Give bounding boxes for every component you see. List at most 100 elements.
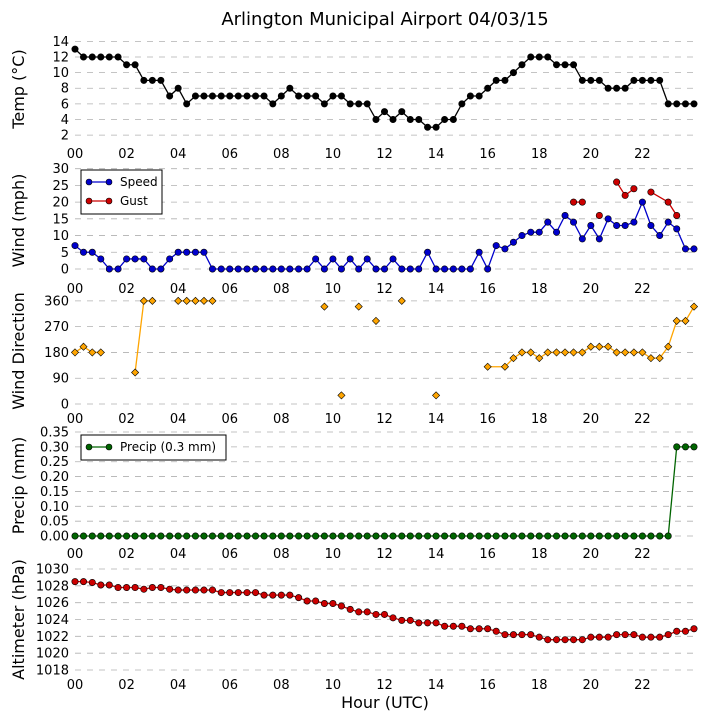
data-point: [424, 619, 432, 627]
data-point: [389, 255, 397, 263]
data-point: [553, 61, 561, 69]
data-point: [595, 76, 603, 84]
x-tick-label: 02: [118, 147, 135, 162]
data-point: [355, 532, 363, 540]
y-tick-label: 270: [44, 320, 69, 335]
data-point: [337, 265, 345, 273]
data-point: [243, 589, 251, 597]
data-point: [286, 265, 294, 273]
data-point: [295, 265, 303, 273]
data-point: [664, 631, 672, 639]
data-point: [613, 178, 621, 186]
data-point: [183, 586, 191, 594]
y-tick-label: 20: [52, 196, 69, 211]
data-point: [621, 84, 629, 92]
data-point: [312, 255, 320, 263]
x-tick-label: 16: [479, 147, 496, 162]
data-point: [320, 100, 328, 108]
data-point: [191, 248, 199, 256]
data-point: [630, 76, 638, 84]
data-point: [79, 342, 88, 351]
data-point: [612, 348, 621, 357]
data-point: [269, 100, 277, 108]
x-tick-label: 22: [634, 147, 651, 162]
x-tick-label: 14: [428, 678, 445, 693]
y-tick-label: 0.35: [40, 426, 69, 441]
x-tick-label: 06: [221, 412, 238, 427]
y-tick-label: 5: [61, 246, 69, 261]
x-tick-label: 08: [273, 412, 290, 427]
x-axis-label: Hour (UTC): [341, 693, 429, 712]
data-point: [277, 92, 285, 100]
y-tick-label: 0: [61, 398, 69, 413]
x-tick-label: 14: [428, 412, 445, 427]
y-tick-label: 1026: [36, 596, 69, 611]
data-point: [492, 76, 500, 84]
y-tick-label: 15: [52, 212, 69, 227]
data-point: [475, 625, 483, 633]
data-point: [586, 342, 595, 351]
x-tick-label: 22: [634, 412, 651, 427]
data-point: [501, 76, 509, 84]
data-point: [80, 248, 88, 256]
data-point: [690, 443, 698, 451]
data-point: [174, 84, 182, 92]
x-tick-label: 00: [67, 547, 84, 562]
data-point: [174, 586, 182, 594]
data-point: [157, 76, 165, 84]
data-point: [638, 76, 646, 84]
y-tick-label: 0.00: [40, 530, 69, 545]
data-point: [492, 627, 500, 635]
data-point: [260, 591, 268, 599]
x-tick-label: 00: [67, 678, 84, 693]
data-point: [105, 53, 113, 61]
data-point: [97, 581, 105, 589]
data-point: [243, 532, 251, 540]
data-point: [337, 391, 346, 400]
data-point: [604, 342, 613, 351]
data-point: [656, 532, 664, 540]
data-point: [208, 265, 216, 273]
data-point: [690, 245, 698, 253]
data-point: [552, 348, 561, 357]
data-point: [277, 591, 285, 599]
data-point: [139, 296, 148, 305]
data-point: [174, 248, 182, 256]
data-point: [466, 625, 474, 633]
data-point: [226, 532, 234, 540]
data-point: [561, 636, 569, 644]
data-point: [252, 532, 260, 540]
data-point: [492, 532, 500, 540]
data-point: [295, 594, 303, 602]
legend-marker: [105, 178, 113, 186]
y-tick-label: 180: [44, 346, 69, 361]
data-point: [656, 76, 664, 84]
x-tick-label: 20: [583, 412, 600, 427]
data-point: [664, 100, 672, 108]
data-point: [355, 265, 363, 273]
data-point: [131, 61, 139, 69]
data-point: [346, 255, 354, 263]
data-point: [629, 348, 638, 357]
data-point: [183, 248, 191, 256]
data-point: [234, 532, 242, 540]
data-point: [166, 255, 174, 263]
data-point: [630, 532, 638, 540]
data-point: [509, 532, 517, 540]
data-point: [553, 532, 561, 540]
data-point: [80, 532, 88, 540]
x-tick-label: 06: [221, 678, 238, 693]
data-point: [587, 222, 595, 230]
y-tick-label: 30: [52, 162, 69, 177]
data-point: [595, 211, 603, 219]
data-point: [690, 625, 698, 633]
legend-marker: [85, 197, 93, 205]
y-axis-label: Temp (°C): [9, 49, 28, 129]
data-point: [424, 532, 432, 540]
data-point: [234, 589, 242, 597]
data-point: [647, 188, 655, 196]
data-point: [432, 619, 440, 627]
x-tick-label: 14: [428, 282, 445, 297]
data-point: [372, 610, 380, 618]
